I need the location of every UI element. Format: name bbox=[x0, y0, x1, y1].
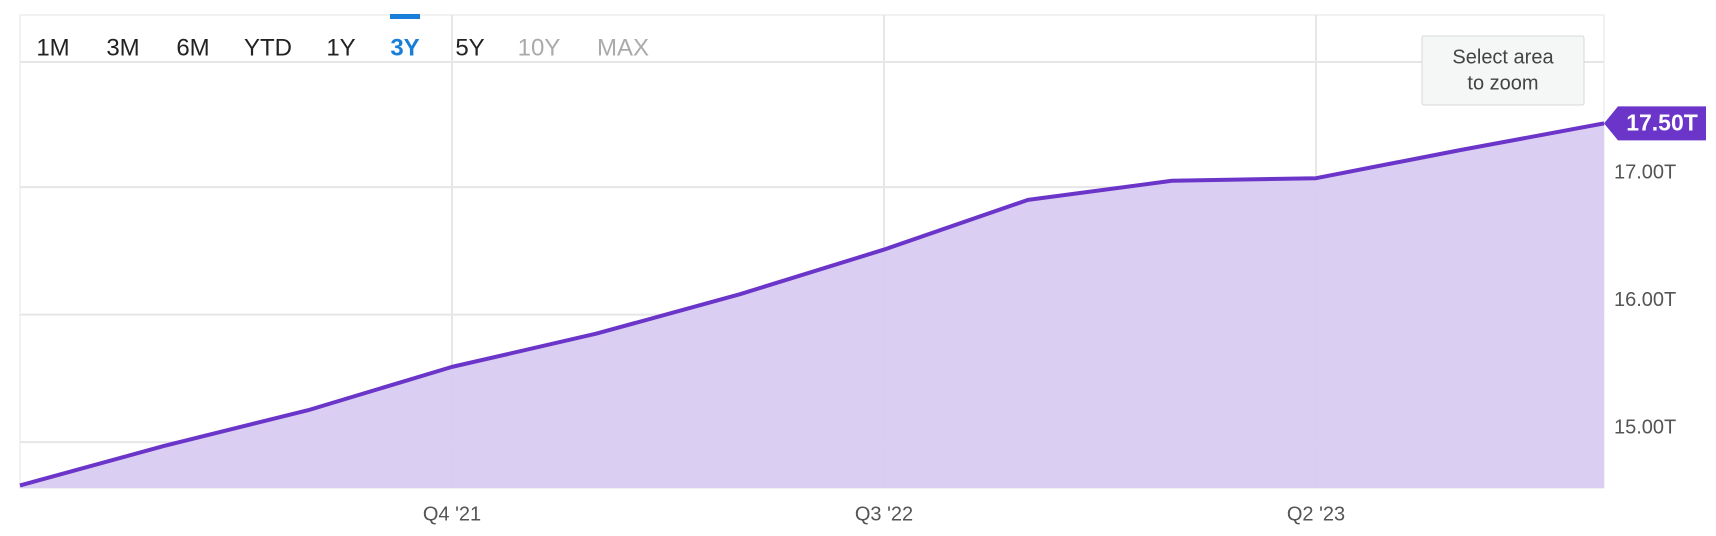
y-tick-label: 15.00T bbox=[1614, 416, 1676, 438]
zoom-hint: Select area bbox=[1452, 46, 1554, 68]
range-button: MAX bbox=[597, 34, 649, 61]
range-button[interactable]: 6M bbox=[176, 34, 209, 61]
range-button[interactable]: 3Y bbox=[390, 34, 419, 61]
range-button: 10Y bbox=[518, 34, 561, 61]
range-button[interactable]: 1M bbox=[36, 34, 69, 61]
x-tick-label: Q4 '21 bbox=[423, 503, 481, 525]
x-tick-label: Q2 '23 bbox=[1287, 503, 1345, 525]
line bbox=[19, 121, 1605, 488]
area bbox=[20, 123, 1604, 489]
x-tick-label: Q3 '22 bbox=[855, 503, 913, 525]
active-indicator bbox=[390, 14, 420, 19]
zoom-hint-box bbox=[1421, 35, 1585, 106]
value-badge bbox=[1604, 106, 1706, 141]
range-button[interactable]: YTD bbox=[244, 34, 292, 61]
range-button[interactable]: 1Y bbox=[326, 34, 355, 61]
range-button[interactable]: 5Y bbox=[455, 34, 484, 61]
y-tick-label: 17.00T bbox=[1614, 161, 1676, 183]
value-label: 17.50T bbox=[1626, 109, 1698, 135]
zoom-hint: to zoom bbox=[1467, 72, 1538, 94]
y-tick-label: 16.00T bbox=[1614, 289, 1676, 311]
range-button[interactable]: 3M bbox=[106, 34, 139, 61]
